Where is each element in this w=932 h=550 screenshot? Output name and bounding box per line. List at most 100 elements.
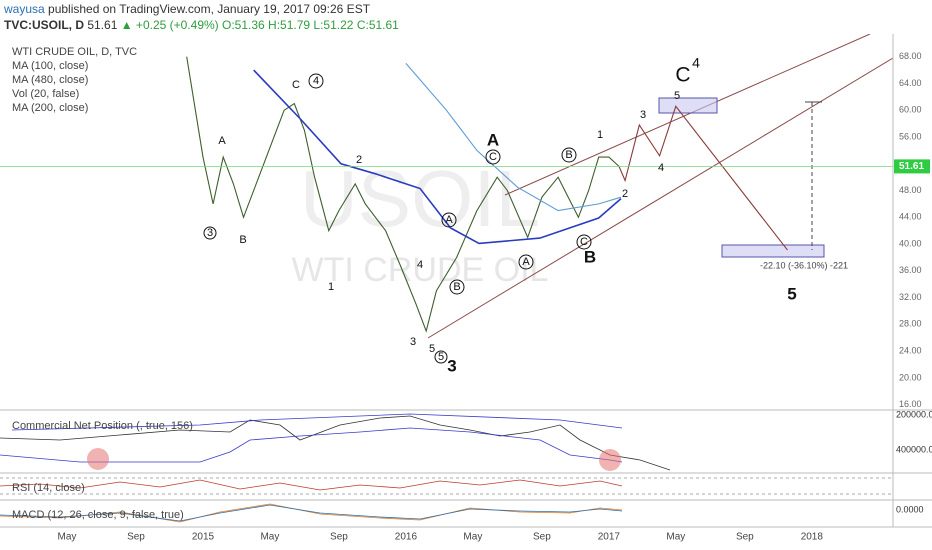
series-line bbox=[253, 69, 622, 245]
high: H:51.79 bbox=[268, 18, 311, 32]
indicator-line bbox=[0, 503, 623, 523]
wave-label: C bbox=[580, 236, 588, 248]
circle bbox=[576, 234, 592, 250]
x-tick-label: 2017 bbox=[598, 532, 621, 543]
background bbox=[0, 34, 932, 550]
wave-label: A bbox=[218, 135, 226, 147]
wave-label: 4 bbox=[417, 259, 423, 271]
watermark: USOIL bbox=[300, 154, 540, 243]
panel-tick: 400000.00 bbox=[896, 444, 932, 454]
wave-label: 1 bbox=[597, 129, 603, 141]
wave-label: 3 bbox=[640, 109, 646, 121]
wave-label: 1 bbox=[328, 281, 334, 293]
y-tick-label: 60.00 bbox=[899, 105, 922, 115]
plot bbox=[0, 56, 893, 333]
circle bbox=[441, 212, 457, 228]
y-tick-label: 40.00 bbox=[899, 238, 922, 248]
close: C:51.61 bbox=[356, 18, 399, 32]
circle bbox=[449, 279, 465, 295]
wave-label: C bbox=[292, 79, 300, 91]
legend: WTI CRUDE OIL, D, TVC MA (100, close) MA… bbox=[12, 46, 137, 114]
circle bbox=[434, 350, 448, 364]
y-tick-label: 28.00 bbox=[899, 319, 922, 329]
series-line bbox=[405, 63, 622, 212]
last-price-box bbox=[894, 159, 930, 174]
wave-label: 5 bbox=[429, 343, 435, 355]
x-tick-label: Sep bbox=[736, 532, 754, 543]
legend-entry: MA (200, close) bbox=[12, 102, 88, 114]
y-tick-label: 56.00 bbox=[899, 131, 922, 141]
panel-tick: 0.0000 bbox=[896, 504, 924, 514]
low: L:51.22 bbox=[313, 18, 354, 32]
annotations: 3 A B C 4 2 1 4 3 5 5 3 A B A C A B C B … bbox=[203, 55, 848, 375]
last-price-label: 51.61 bbox=[899, 161, 924, 172]
y-tick-label: 44.00 bbox=[899, 212, 922, 222]
wave-label: 2 bbox=[356, 154, 362, 166]
panel-label: Commercial Net Position (, true, 156) bbox=[12, 420, 193, 432]
panel-tick: 200000.00 bbox=[896, 409, 932, 419]
wave-label: B bbox=[239, 234, 246, 246]
panels: Commercial Net Position (, true, 156) RS… bbox=[0, 34, 932, 528]
legend-entry: MA (480, close) bbox=[12, 74, 88, 86]
y-tick-label: 68.00 bbox=[899, 51, 922, 61]
wave-label: B bbox=[565, 149, 572, 161]
wave-label: 3 bbox=[207, 227, 213, 239]
wave-label: 4 bbox=[692, 55, 700, 71]
highlight bbox=[87, 448, 109, 470]
wave-label: 3 bbox=[410, 336, 416, 348]
wave-label: 4 bbox=[313, 75, 319, 87]
change: ▲ +0.25 (+0.49%) bbox=[120, 18, 219, 32]
indicator-line bbox=[0, 427, 623, 463]
header: wayusa published on TradingView.com, Jan… bbox=[4, 1, 399, 33]
wave-label: 5 bbox=[674, 90, 680, 102]
x-tick-label: May bbox=[260, 532, 279, 543]
measure-label: -22.10 (-36.10%) -221 bbox=[760, 260, 848, 270]
wave-label: 2 bbox=[622, 188, 628, 200]
channel-line bbox=[427, 57, 893, 339]
wave-label: C bbox=[675, 64, 690, 87]
x-tick-label: Sep bbox=[330, 532, 348, 543]
wave-label: 4 bbox=[658, 162, 664, 174]
wave-label: A bbox=[445, 214, 453, 226]
axes: 16.00 20.00 24.00 28.00 32.00 36.00 40.00 44.00… bbox=[58, 51, 930, 543]
open: O:51.36 bbox=[222, 18, 265, 32]
target-box bbox=[721, 244, 825, 258]
y-tick-label: 16.00 bbox=[899, 399, 922, 409]
panel-label: MACD (12, 26, close, 9, false, true) bbox=[12, 509, 184, 521]
series-line bbox=[618, 105, 788, 251]
highlight bbox=[599, 449, 621, 471]
x-tick-label: 2016 bbox=[395, 532, 418, 543]
x-tick-label: 2018 bbox=[801, 532, 824, 543]
symbol: TVC:USOIL, D bbox=[4, 18, 84, 32]
indicator-line bbox=[11, 413, 623, 431]
circle bbox=[518, 254, 534, 270]
circle bbox=[308, 73, 324, 89]
x-tick-label: May bbox=[463, 532, 482, 543]
author: wayusa bbox=[4, 2, 45, 16]
y-tick-label: 20.00 bbox=[899, 372, 922, 382]
y-tick-label: 36.00 bbox=[899, 265, 922, 275]
channel-line bbox=[504, 34, 871, 196]
wave-label: 3 bbox=[447, 356, 456, 375]
y-tick-label: 64.00 bbox=[899, 78, 922, 88]
wave-label: 5 bbox=[438, 351, 444, 363]
indicator-line bbox=[0, 415, 671, 471]
x-tick-label: Sep bbox=[127, 532, 145, 543]
y-tick-label: 32.00 bbox=[899, 292, 922, 302]
x-tick-label: Sep bbox=[533, 532, 551, 543]
wave-label: B bbox=[584, 247, 596, 266]
legend-entry: WTI CRUDE OIL, D, TVC bbox=[12, 46, 137, 58]
last: 51.61 bbox=[87, 18, 118, 32]
y-tick-label: 24.00 bbox=[899, 345, 922, 355]
circle bbox=[561, 147, 577, 163]
y-tick-label: 48.00 bbox=[899, 185, 922, 195]
wave-label: B bbox=[453, 281, 460, 293]
legend-entry: Vol (20, false) bbox=[12, 88, 79, 100]
target-box bbox=[658, 97, 718, 114]
wave-label: C bbox=[489, 151, 497, 163]
circle bbox=[485, 149, 501, 165]
circle bbox=[203, 226, 217, 240]
wave-label: 5 bbox=[787, 284, 796, 303]
published: published on TradingView.com, January 19… bbox=[48, 2, 371, 16]
